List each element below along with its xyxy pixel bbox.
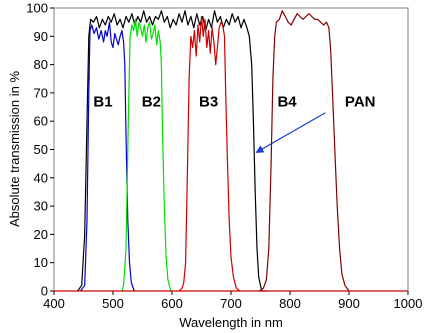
x-tick-label: 600 bbox=[161, 296, 183, 311]
x-axis: 400 500 600 700 800 900 1000 bbox=[43, 291, 422, 311]
band-label-pan: PAN bbox=[345, 93, 376, 110]
band-label-b2: B2 bbox=[142, 93, 161, 110]
y-tick-label: 80 bbox=[34, 57, 48, 72]
y-axis-title: Absolute transmission in % bbox=[7, 71, 22, 228]
band-label-b1: B1 bbox=[93, 93, 112, 110]
y-tick-label: 60 bbox=[34, 114, 48, 129]
y-tick-label: 30 bbox=[34, 199, 48, 214]
y-tick-label: 0 bbox=[41, 284, 48, 299]
band-label-b4: B4 bbox=[277, 93, 297, 110]
band-label-b3: B3 bbox=[199, 93, 218, 110]
y-tick-label: 70 bbox=[34, 85, 48, 100]
plot-area bbox=[53, 7, 409, 292]
y-tick-label: 100 bbox=[26, 1, 48, 16]
x-axis-title: Wavelength in nm bbox=[179, 315, 283, 330]
x-tick-label: 800 bbox=[279, 296, 301, 311]
y-tick-label: 10 bbox=[34, 255, 48, 270]
series-line-b4 bbox=[258, 10, 350, 292]
pan-arrow bbox=[255, 112, 326, 153]
y-axis: 0 10 20 30 40 50 60 70 80 90 100 bbox=[26, 1, 54, 299]
series-line-pan bbox=[77, 10, 267, 292]
x-tick-label: 500 bbox=[102, 296, 124, 311]
annotation-layer: B1 B2 B3 B4 PAN bbox=[93, 93, 375, 110]
y-tick-label: 20 bbox=[34, 227, 48, 242]
y-tick-label: 50 bbox=[34, 142, 48, 157]
x-tick-label: 900 bbox=[338, 296, 360, 311]
x-tick-label: 1000 bbox=[394, 296, 423, 311]
series-line-b3 bbox=[178, 15, 241, 292]
y-tick-label: 90 bbox=[34, 29, 48, 44]
series-layer bbox=[54, 10, 408, 292]
series-line-b2 bbox=[121, 18, 172, 292]
x-tick-label: 700 bbox=[220, 296, 242, 311]
x-tick-label: 400 bbox=[43, 296, 65, 311]
y-tick-label: 40 bbox=[34, 170, 48, 185]
series-line-b1 bbox=[80, 21, 135, 292]
